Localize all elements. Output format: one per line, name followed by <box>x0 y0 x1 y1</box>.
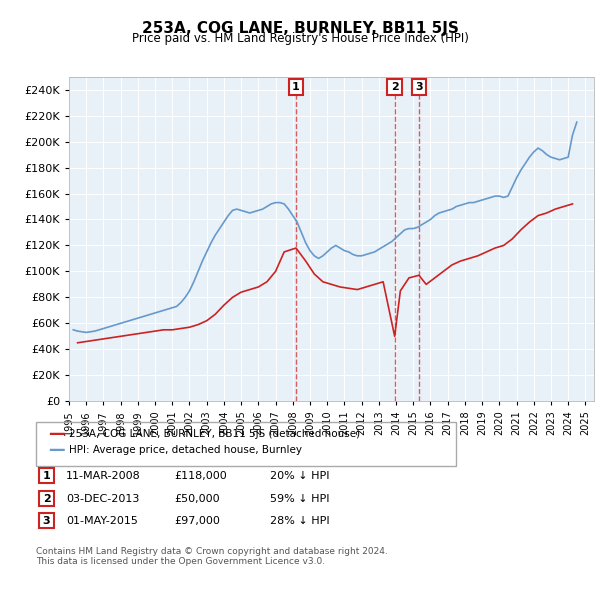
Text: 28% ↓ HPI: 28% ↓ HPI <box>270 516 329 526</box>
Text: 59% ↓ HPI: 59% ↓ HPI <box>270 494 329 503</box>
Text: 2: 2 <box>391 82 398 92</box>
Text: 2: 2 <box>43 494 50 503</box>
Text: £118,000: £118,000 <box>174 471 227 481</box>
Text: 253A, COG LANE, BURNLEY, BB11 5JS (detached house): 253A, COG LANE, BURNLEY, BB11 5JS (detac… <box>69 429 360 438</box>
Text: 1: 1 <box>43 471 50 481</box>
Text: 253A, COG LANE, BURNLEY, BB11 5JS: 253A, COG LANE, BURNLEY, BB11 5JS <box>142 21 458 35</box>
Text: £50,000: £50,000 <box>174 494 220 503</box>
Text: 20% ↓ HPI: 20% ↓ HPI <box>270 471 329 481</box>
Text: 01-MAY-2015: 01-MAY-2015 <box>66 516 138 526</box>
Text: —: — <box>48 441 65 459</box>
Text: —: — <box>48 425 65 442</box>
Text: 11-MAR-2008: 11-MAR-2008 <box>66 471 141 481</box>
Text: 3: 3 <box>43 516 50 526</box>
Text: 03-DEC-2013: 03-DEC-2013 <box>66 494 139 503</box>
Text: 3: 3 <box>415 82 423 92</box>
Text: Contains HM Land Registry data © Crown copyright and database right 2024.
This d: Contains HM Land Registry data © Crown c… <box>36 547 388 566</box>
Text: 1: 1 <box>292 82 300 92</box>
Text: Price paid vs. HM Land Registry's House Price Index (HPI): Price paid vs. HM Land Registry's House … <box>131 32 469 45</box>
Text: £97,000: £97,000 <box>174 516 220 526</box>
Text: HPI: Average price, detached house, Burnley: HPI: Average price, detached house, Burn… <box>69 445 302 455</box>
